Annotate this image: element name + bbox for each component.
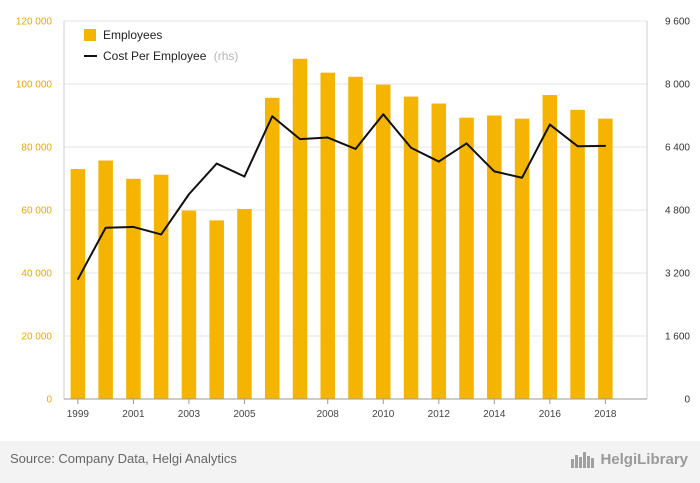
bar-employees-2006 (264, 97, 280, 400)
bar-employees-2003 (181, 210, 197, 399)
left-axis-ticks: 0 20 000 40 000 60 000 80 000 100 000 120 000 (16, 17, 53, 406)
bar-employees-2001 (126, 178, 141, 399)
left-tick-label: 60 000 (21, 206, 52, 217)
bar-employees-2014 (487, 115, 502, 399)
point-cost-per-employee-2014 (493, 170, 496, 173)
legend-swatch-employees (84, 29, 96, 41)
bar-employees-2000 (98, 160, 113, 399)
bar-employees-2002 (153, 174, 169, 399)
point-cost-per-employee-2016 (549, 123, 551, 126)
svg-text:Cost Per Employee (rhs): Cost Per Employee (rhs) (103, 49, 238, 63)
point-cost-per-employee-2006 (271, 115, 274, 118)
x-tick-label: 2003 (178, 409, 201, 420)
brand-logo[interactable]: HelgiLibrary (570, 449, 688, 469)
x-tick-label: 2001 (122, 409, 145, 420)
point-cost-per-employee-2008 (326, 136, 329, 139)
point-cost-per-employee-2012 (437, 160, 440, 163)
left-tick-label: 0 (46, 395, 52, 406)
right-tick-label: 3 200 (665, 269, 690, 280)
cost-per-employee-line (77, 113, 607, 281)
point-cost-per-employee-2018 (604, 145, 607, 147)
right-tick-label: 9 600 (665, 17, 690, 28)
point-cost-per-employee-2004 (215, 162, 218, 165)
x-tick-label: 2018 (594, 409, 617, 420)
legend-label-cost-per-employee: Cost Per Employee (103, 49, 207, 63)
point-cost-per-employee-2005 (243, 175, 246, 178)
x-tick-label: 2008 (317, 409, 340, 420)
employees-bars (70, 58, 613, 400)
line-cost-per-employee (77, 113, 606, 280)
footer: Source: Company Data, Helgi Analytics He… (0, 441, 700, 483)
bar-employees-2007 (292, 58, 308, 400)
bar-employees-2016 (542, 95, 558, 400)
bar-employees-2011 (403, 96, 419, 399)
right-tick-label: 6 400 (665, 143, 690, 154)
left-tick-label: 40 000 (21, 269, 52, 280)
bar-employees-2010 (376, 84, 391, 399)
x-tick-label: 2014 (483, 409, 506, 420)
x-axis-ticks: 1999 2001 2003 2005 2008 2010 2012 2014 2016 2018 (67, 399, 617, 420)
left-tick-label: 20 000 (21, 332, 52, 343)
brand-name: HelgiLibrary (600, 450, 688, 468)
point-cost-per-employee-2015 (521, 176, 523, 179)
bar-employees-2015 (514, 118, 530, 400)
right-tick-label: 1 600 (665, 332, 690, 343)
bar-employees-2004 (209, 220, 224, 399)
right-axis-ticks: 0 1 600 3 200 4 800 6 400 8 000 9 600 (665, 17, 690, 406)
bar-employees-2009 (348, 76, 363, 399)
left-tick-label: 100 000 (16, 80, 53, 91)
x-tick-label: 2012 (428, 409, 451, 420)
bar-employees-2013 (459, 117, 474, 399)
right-tick-label: 0 (684, 395, 690, 406)
x-tick-label: 2005 (233, 409, 256, 420)
legend: Employees Cost Per Employee (rhs) (84, 28, 238, 63)
right-tick-label: 4 800 (665, 206, 690, 217)
bar-employees-2012 (431, 103, 447, 399)
point-cost-per-employee-2002 (160, 233, 162, 236)
legend-label-employees: Employees (103, 28, 162, 42)
x-tick-label: 1999 (67, 409, 90, 420)
legend-label-rhs: (rhs) (214, 49, 239, 63)
x-tick-label: 2016 (539, 409, 562, 420)
source-text: Source: Company Data, Helgi Analytics (10, 451, 237, 466)
point-cost-per-employee-2001 (132, 226, 135, 228)
left-tick-label: 80 000 (21, 143, 52, 154)
bar-employees-1999 (70, 169, 86, 399)
bar-employees-2017 (570, 109, 585, 399)
right-tick-label: 8 000 (665, 80, 690, 91)
point-cost-per-employee-2000 (104, 226, 107, 229)
x-tick-label: 2010 (372, 409, 395, 420)
point-cost-per-employee-2003 (188, 193, 190, 196)
point-cost-per-employee-2009 (354, 148, 357, 150)
bar-employees-2005 (237, 209, 252, 399)
point-cost-per-employee-2011 (410, 146, 412, 149)
point-cost-per-employee-1999 (77, 278, 79, 281)
library-icon (570, 449, 596, 469)
bar-employees-2018 (598, 118, 613, 400)
point-cost-per-employee-2013 (465, 142, 468, 145)
point-cost-per-employee-2017 (576, 145, 579, 148)
left-tick-label: 120 000 (16, 17, 53, 28)
point-cost-per-employee-2007 (299, 138, 301, 140)
point-cost-per-employee-2010 (382, 113, 385, 116)
bar-employees-2008 (320, 72, 335, 399)
